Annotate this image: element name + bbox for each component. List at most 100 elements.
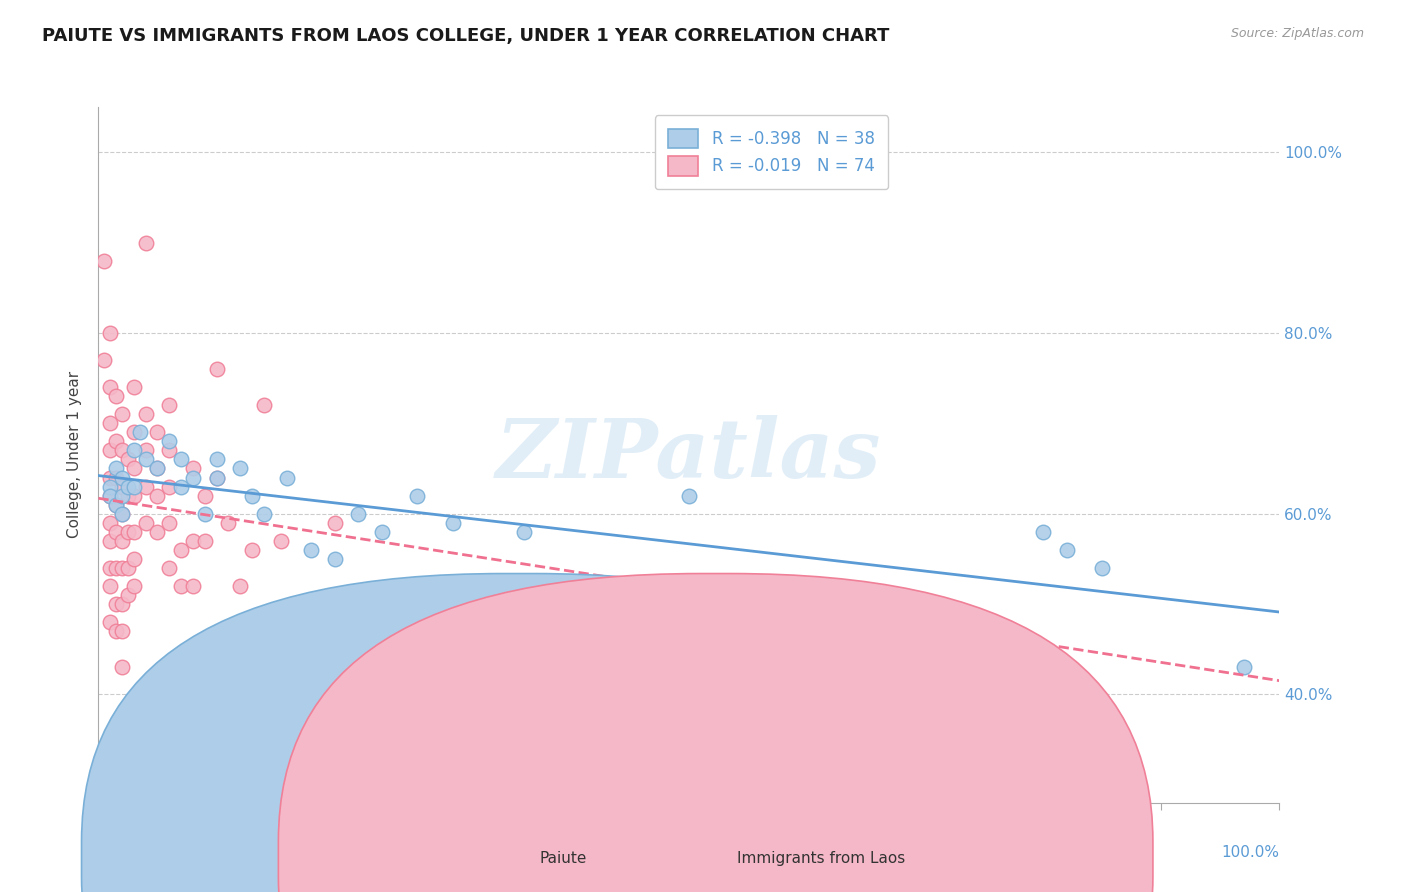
Point xyxy=(1233,660,1256,674)
Point xyxy=(122,461,145,475)
Point xyxy=(135,452,157,467)
Point xyxy=(122,524,145,539)
Y-axis label: College, Under 1 year: College, Under 1 year xyxy=(67,371,83,539)
Point xyxy=(1056,542,1078,557)
Text: 0.0%: 0.0% xyxy=(98,845,138,860)
Point xyxy=(122,489,145,503)
Point xyxy=(117,588,139,602)
Point xyxy=(299,542,322,557)
Point xyxy=(157,479,180,493)
Point xyxy=(105,434,128,449)
Point xyxy=(98,489,121,503)
Point xyxy=(98,380,121,394)
Point xyxy=(135,443,157,458)
Point xyxy=(512,524,534,539)
Point xyxy=(122,443,145,458)
Point xyxy=(111,561,134,575)
Point xyxy=(111,660,134,674)
Point xyxy=(194,533,217,548)
Point xyxy=(217,516,239,530)
Point xyxy=(98,516,121,530)
Point xyxy=(111,470,134,484)
Point xyxy=(111,624,134,639)
Point xyxy=(105,461,128,475)
Point xyxy=(98,579,121,593)
Point xyxy=(117,452,139,467)
Point xyxy=(406,489,429,503)
Point xyxy=(111,533,134,548)
Point xyxy=(146,461,169,475)
Point xyxy=(157,516,180,530)
Point xyxy=(135,235,157,250)
Point xyxy=(105,624,128,639)
Point xyxy=(98,533,121,548)
Point xyxy=(111,443,134,458)
Point xyxy=(146,425,169,440)
Point xyxy=(157,398,180,412)
Point xyxy=(288,597,311,611)
Point xyxy=(205,470,228,484)
Point xyxy=(105,524,128,539)
Point xyxy=(135,479,157,493)
Point xyxy=(117,524,139,539)
Point xyxy=(146,524,169,539)
Point xyxy=(146,489,169,503)
Point xyxy=(111,479,134,493)
Point xyxy=(157,434,180,449)
Point xyxy=(122,479,145,493)
Point xyxy=(702,588,724,602)
Point xyxy=(98,443,121,458)
Point xyxy=(105,498,128,512)
Text: Source: ZipAtlas.com: Source: ZipAtlas.com xyxy=(1230,27,1364,40)
Point xyxy=(229,579,252,593)
Point xyxy=(205,362,228,376)
Point xyxy=(122,425,145,440)
Point xyxy=(98,561,121,575)
Point xyxy=(111,489,134,503)
Point xyxy=(229,461,252,475)
Point xyxy=(441,516,464,530)
Point xyxy=(98,417,121,431)
Point xyxy=(347,507,370,521)
Point xyxy=(1032,524,1054,539)
Text: 100.0%: 100.0% xyxy=(1222,845,1279,860)
Point xyxy=(1091,561,1114,575)
Text: Paiute: Paiute xyxy=(540,852,588,866)
Point xyxy=(98,615,121,629)
Point xyxy=(240,542,263,557)
Point xyxy=(122,579,145,593)
Point xyxy=(181,461,204,475)
Point xyxy=(157,714,180,729)
Point xyxy=(135,407,157,421)
Point xyxy=(93,253,115,268)
Point xyxy=(98,326,121,340)
Point xyxy=(181,470,204,484)
Point xyxy=(135,516,157,530)
Point xyxy=(270,533,292,548)
Point xyxy=(98,479,121,493)
Point xyxy=(371,524,394,539)
Point xyxy=(98,470,121,484)
Point xyxy=(170,579,193,593)
Point xyxy=(105,470,128,484)
Point xyxy=(323,516,346,530)
Point xyxy=(105,498,128,512)
Point xyxy=(194,489,217,503)
Point xyxy=(205,470,228,484)
Point xyxy=(105,389,128,403)
Point xyxy=(111,507,134,521)
Point xyxy=(170,542,193,557)
Text: PAIUTE VS IMMIGRANTS FROM LAOS COLLEGE, UNDER 1 YEAR CORRELATION CHART: PAIUTE VS IMMIGRANTS FROM LAOS COLLEGE, … xyxy=(42,27,890,45)
Point xyxy=(105,597,128,611)
Point xyxy=(170,452,193,467)
Point xyxy=(111,407,134,421)
Legend: R = -0.398   N = 38, R = -0.019   N = 74: R = -0.398 N = 38, R = -0.019 N = 74 xyxy=(655,115,889,189)
Point xyxy=(128,425,150,440)
Point xyxy=(240,489,263,503)
Point xyxy=(678,489,700,503)
Point xyxy=(323,551,346,566)
Point xyxy=(181,533,204,548)
Point xyxy=(276,470,298,484)
Point xyxy=(170,479,193,493)
Text: Immigrants from Laos: Immigrants from Laos xyxy=(737,852,905,866)
